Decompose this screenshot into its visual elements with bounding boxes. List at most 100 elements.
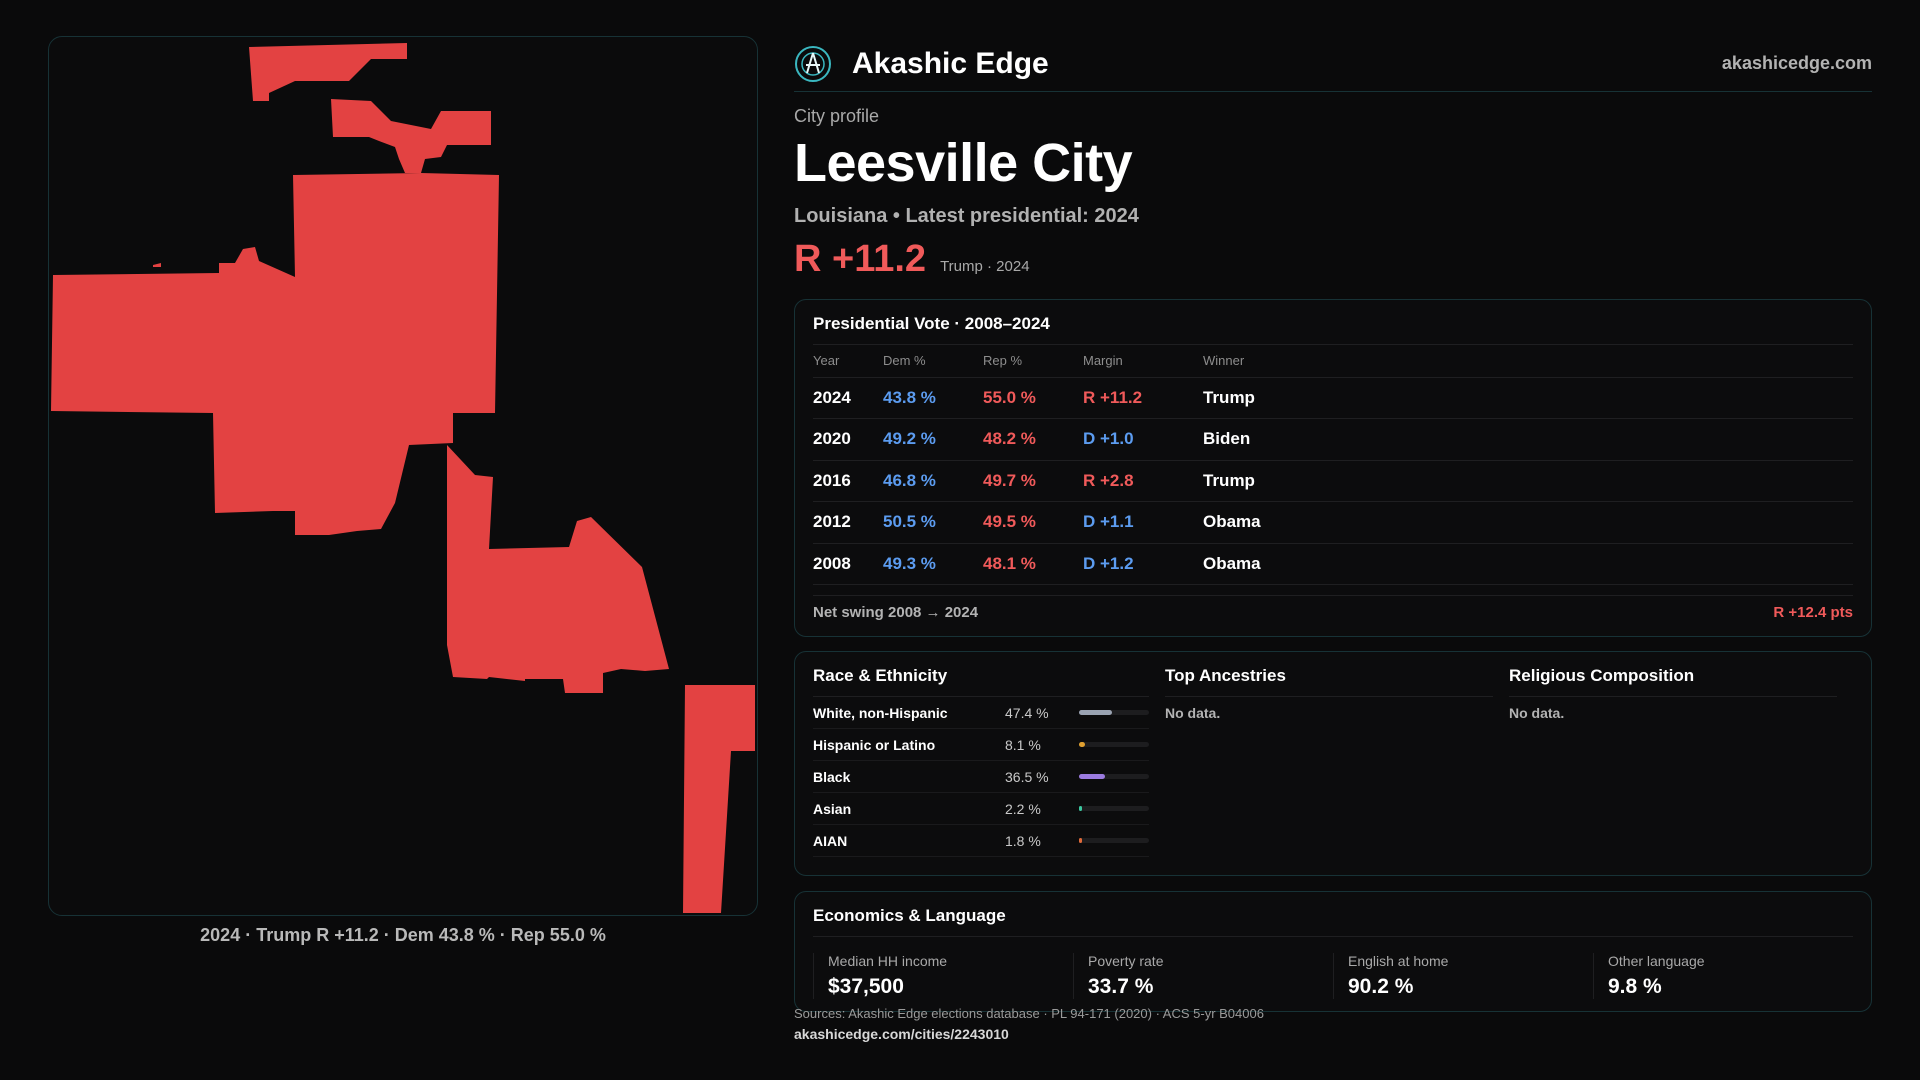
- race-share-bar-fill: [1079, 806, 1082, 811]
- city-boundary-shape: [51, 43, 755, 913]
- column-header-dem: Dem %: [883, 345, 983, 378]
- dem-share-cell: 43.8 %: [883, 377, 983, 419]
- city-boundary-map: [51, 43, 755, 913]
- presidential-vote-table: Year Dem % Rep % Margin Winner 2024 43.8 …: [813, 345, 1853, 585]
- religion-empty-text: No data.: [1509, 705, 1565, 721]
- race-value: 2.2 %: [1005, 800, 1041, 817]
- econ-label: Poverty rate: [1088, 953, 1164, 969]
- winner-cell: Biden: [1203, 418, 1853, 461]
- year-cell: 2016: [813, 460, 883, 502]
- akashic-logo-icon[interactable]: [794, 45, 832, 83]
- net-swing-value: R +12.4 pts: [1773, 604, 1853, 621]
- city-map-panel: [48, 36, 758, 916]
- table-header-row: Year Dem % Rep % Margin Winner: [813, 345, 1853, 378]
- religion-section: Religious Composition No data.: [1509, 666, 1853, 861]
- presidential-vote-card: Presidential Vote · 2008–2024 Year Dem %…: [794, 299, 1872, 637]
- race-label: Black: [813, 768, 851, 785]
- race-share-bar: [1079, 742, 1149, 747]
- race-row: White, non-Hispanic 47.4 %: [813, 697, 1149, 729]
- boundary-south-lobe: [447, 445, 669, 693]
- year-cell: 2012: [813, 501, 883, 544]
- boundary-northeast-lobe: [331, 99, 491, 173]
- economics-title: Economics & Language: [813, 906, 1853, 937]
- economics-card: Economics & Language Median HH income $3…: [794, 891, 1872, 1012]
- page-subtitle: Louisiana • Latest presidential: 2024: [794, 205, 1139, 227]
- rep-share-cell: 48.2 %: [983, 418, 1083, 461]
- race-value: 36.5 %: [1005, 768, 1049, 785]
- race-value: 1.8 %: [1005, 832, 1041, 849]
- year-cell: 2008: [813, 543, 883, 585]
- econ-label: Median HH income: [828, 953, 948, 969]
- ancestries-title: Top Ancestries: [1165, 666, 1493, 697]
- margin-cell: D +1.2: [1083, 543, 1203, 585]
- net-swing-row: Net swing 2008 → 2024 R +12.4 pts: [813, 595, 1853, 621]
- rep-share-cell: 55.0 %: [983, 377, 1083, 419]
- race-value: 47.4 %: [1005, 704, 1049, 721]
- race-share-bar: [1079, 710, 1149, 715]
- rep-share-cell: 48.1 %: [983, 543, 1083, 585]
- econ-value: 90.2 %: [1348, 975, 1414, 998]
- boundary-southeast-strip: [683, 685, 755, 913]
- table-row: 2016 46.8 % 49.7 % R +2.8 Trump: [813, 460, 1853, 502]
- city-page-link[interactable]: akashicedge.com/cities/2243010: [794, 1026, 1009, 1042]
- economics-grid: Median HH income $37,500 Poverty rate 33…: [813, 953, 1853, 999]
- table-row: 2012 50.5 % 49.5 % D +1.1 Obama: [813, 501, 1853, 544]
- race-share-bar-fill: [1079, 742, 1085, 747]
- year-cell: 2020: [813, 418, 883, 461]
- econ-value: $37,500: [828, 975, 904, 998]
- headline-margin-value: R +11.2: [794, 238, 927, 280]
- econ-label: English at home: [1348, 953, 1449, 969]
- rep-share-cell: 49.7 %: [983, 460, 1083, 502]
- page-title: Leesville City: [794, 133, 1133, 193]
- boundary-north-strip: [249, 43, 407, 101]
- column-header-year: Year: [813, 345, 883, 378]
- brand-url-link[interactable]: akashicedge.com: [1721, 53, 1872, 73]
- race-row: Black 36.5 %: [813, 761, 1149, 793]
- race-label: AIAN: [813, 832, 848, 849]
- margin-cell: R +2.8: [1083, 460, 1203, 502]
- brand-name[interactable]: Akashic Edge: [852, 46, 1049, 80]
- race-ethnicity-section: Race & Ethnicity White, non-Hispanic 47.4…: [813, 666, 1165, 861]
- map-caption: 2024 · Trump R +11.2 · Dem 43.8 % · Rep …: [200, 925, 606, 945]
- race-ethnicity-title: Race & Ethnicity: [813, 666, 1149, 697]
- religion-title: Religious Composition: [1509, 666, 1837, 697]
- race-row: Hispanic or Latino 8.1 %: [813, 729, 1149, 761]
- econ-median-income: Median HH income $37,500: [813, 953, 1073, 999]
- table-row: 2020 49.2 % 48.2 % D +1.0 Biden: [813, 418, 1853, 461]
- race-row: AIAN 1.8 %: [813, 825, 1149, 857]
- race-share-bar-fill: [1079, 774, 1105, 779]
- sources-note: Sources: Akashic Edge elections database…: [794, 1006, 1264, 1021]
- winner-cell: Trump: [1203, 460, 1853, 502]
- race-row: Asian 2.2 %: [813, 793, 1149, 825]
- rep-share-cell: 49.5 %: [983, 501, 1083, 544]
- column-header-rep: Rep %: [983, 345, 1083, 378]
- race-share-bar: [1079, 774, 1149, 779]
- ancestries-section: Top Ancestries No data.: [1165, 666, 1509, 861]
- econ-poverty-rate: Poverty rate 33.7 %: [1073, 953, 1333, 999]
- boundary-main-body: [51, 173, 499, 535]
- dem-share-cell: 50.5 %: [883, 501, 983, 544]
- econ-value: 9.8 %: [1608, 975, 1662, 998]
- demographics-card: Race & Ethnicity White, non-Hispanic 47.4…: [794, 651, 1872, 876]
- race-label: Hispanic or Latino: [813, 736, 936, 753]
- econ-value: 33.7 %: [1088, 975, 1154, 998]
- presidential-vote-title: Presidential Vote · 2008–2024: [813, 314, 1853, 345]
- headline-margin: R +11.2 Trump · 2024: [794, 238, 1030, 281]
- winner-cell: Obama: [1203, 501, 1853, 544]
- column-header-margin: Margin: [1083, 345, 1203, 378]
- race-label: Asian: [813, 800, 852, 817]
- econ-english-home: English at home 90.2 %: [1333, 953, 1593, 999]
- headline-margin-note: Trump · 2024: [940, 258, 1030, 275]
- winner-cell: Obama: [1203, 543, 1853, 585]
- dem-share-cell: 46.8 %: [883, 460, 983, 502]
- race-label: White, non-Hispanic: [813, 704, 948, 721]
- table-row: 2008 49.3 % 48.1 % D +1.2 Obama: [813, 543, 1853, 585]
- margin-cell: D +1.1: [1083, 501, 1203, 544]
- race-share-bar-fill: [1079, 838, 1082, 843]
- margin-cell: R +11.2: [1083, 377, 1203, 419]
- econ-label: Other language: [1608, 953, 1705, 969]
- column-header-winner: Winner: [1203, 345, 1853, 378]
- dem-share-cell: 49.2 %: [883, 418, 983, 461]
- race-share-bar: [1079, 838, 1149, 843]
- year-cell: 2024: [813, 377, 883, 419]
